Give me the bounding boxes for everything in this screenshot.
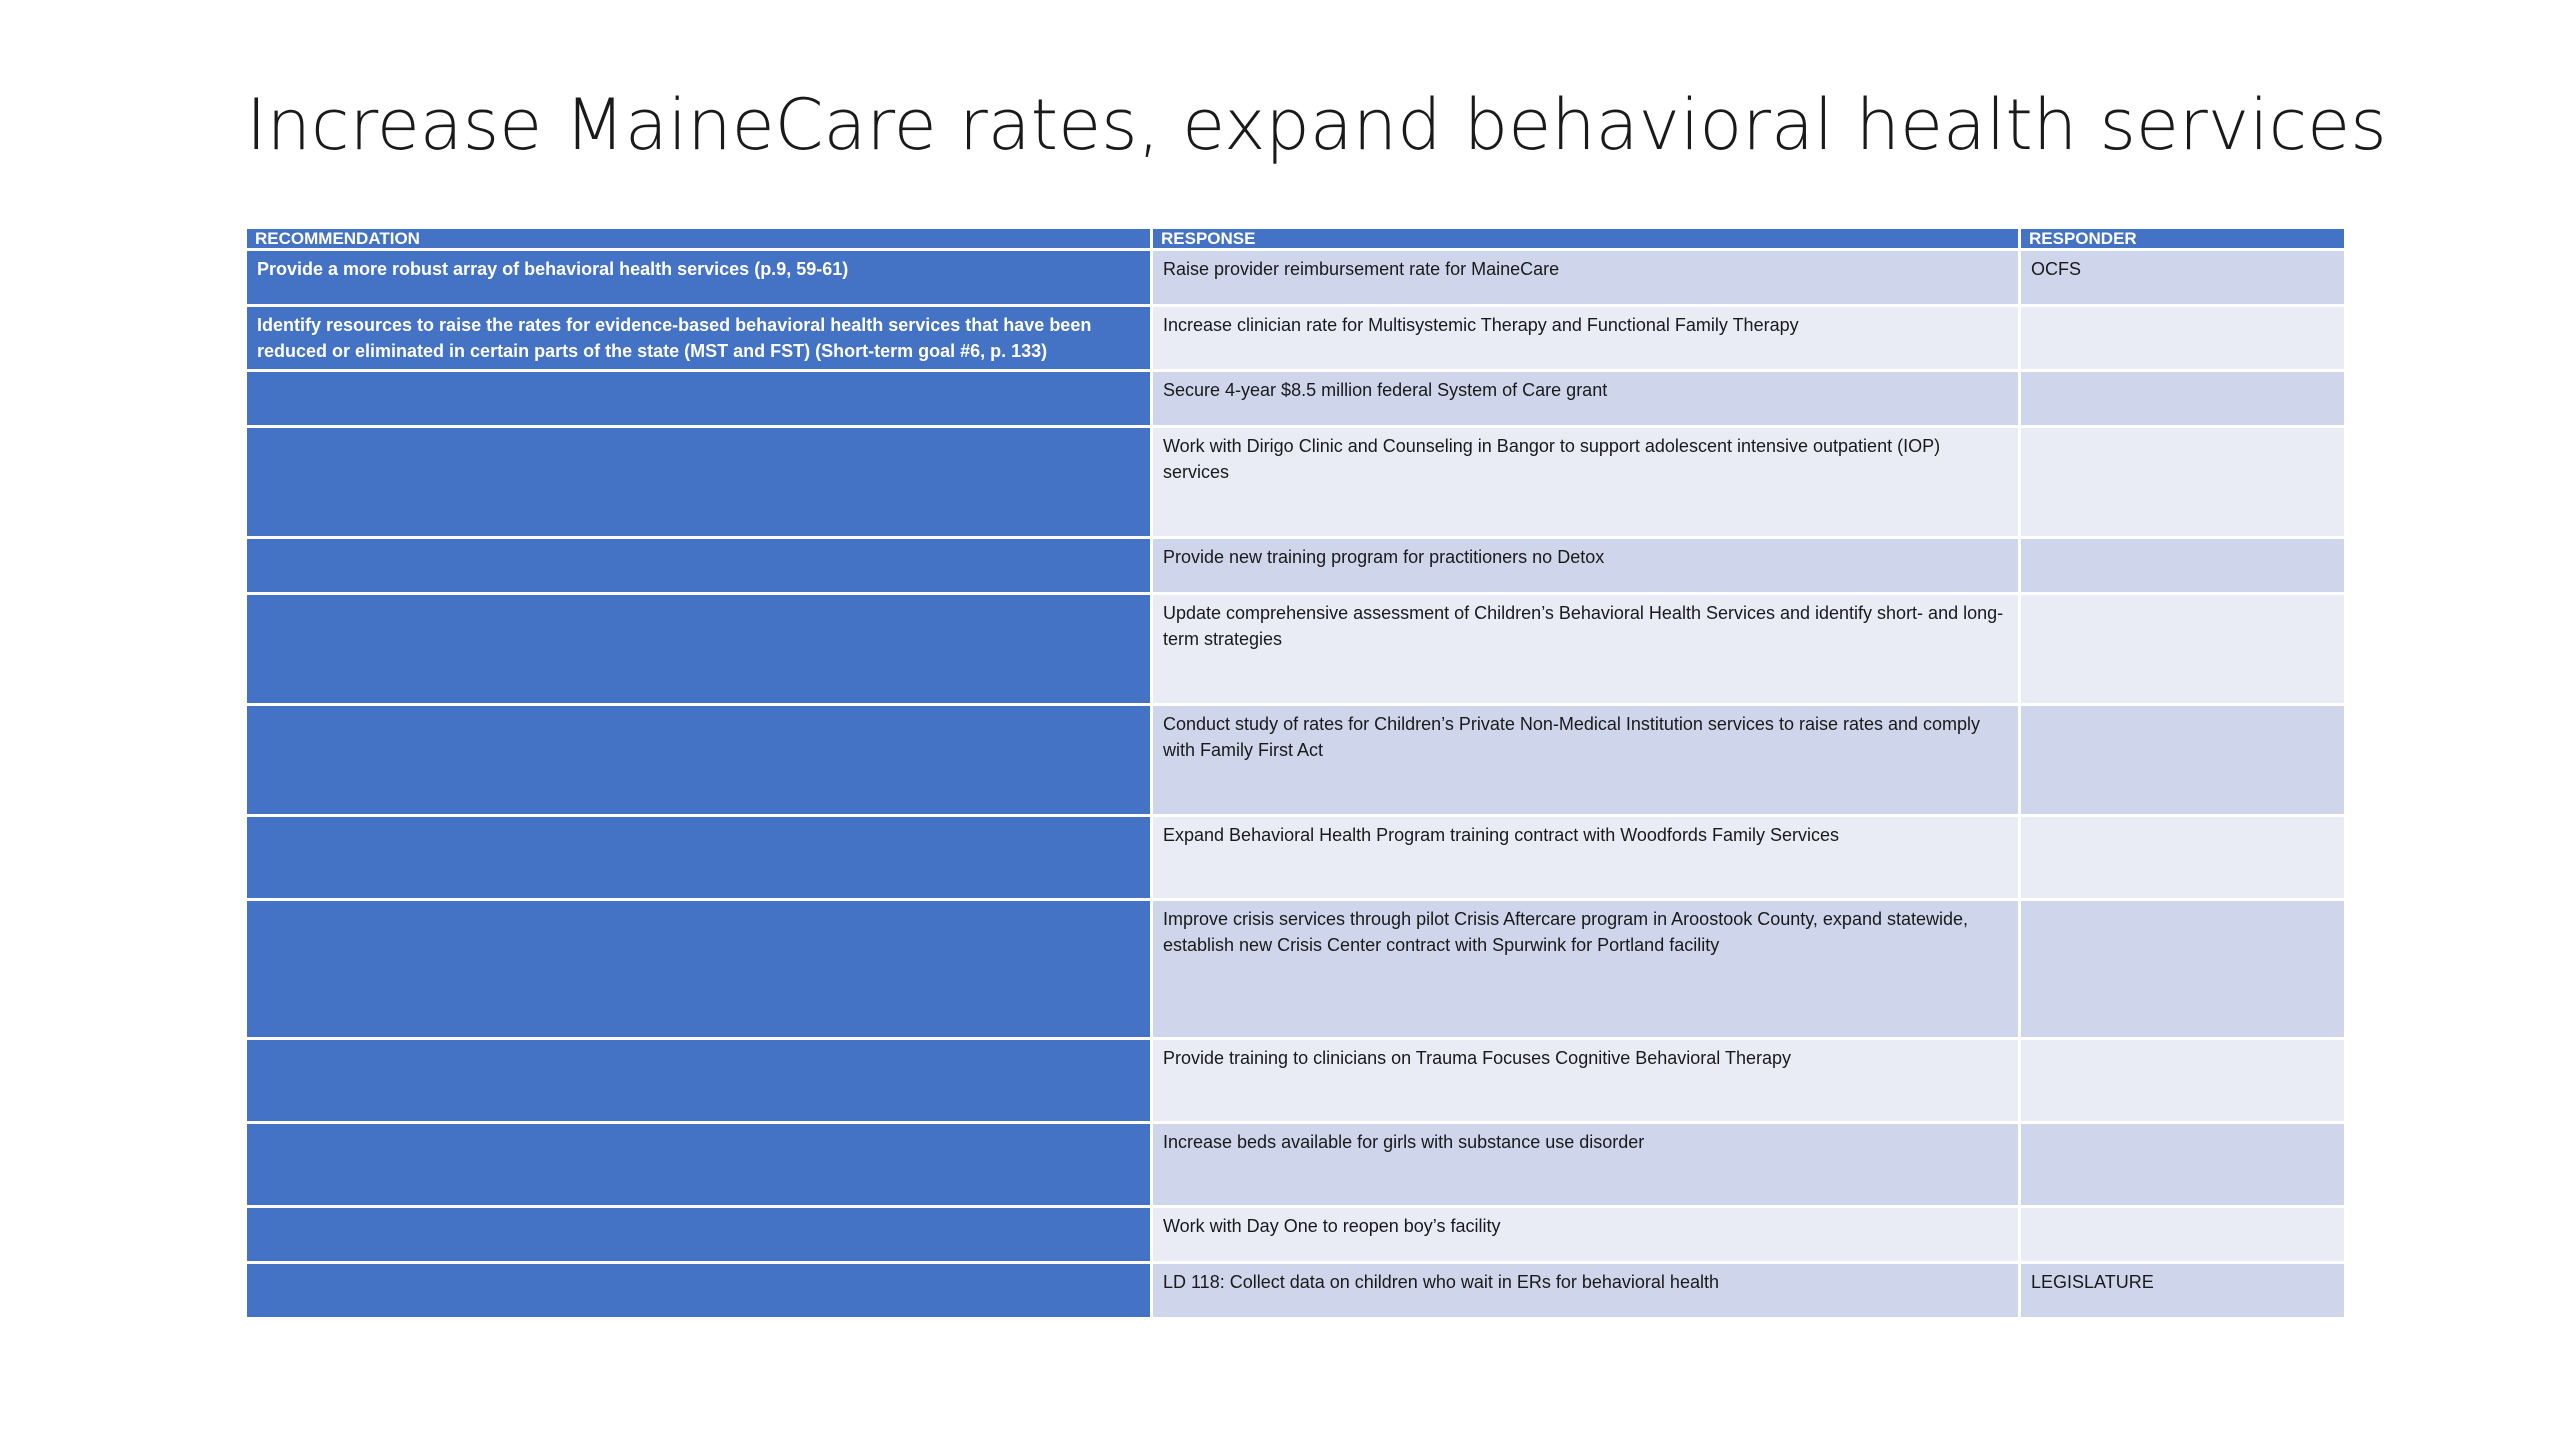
recommendation-cell — [244, 1261, 1153, 1320]
table-row: Provide a more robust array of behaviora… — [244, 248, 2347, 307]
responder-cell — [2018, 898, 2347, 1040]
table-row: Secure 4-year $8.5 million federal Syste… — [244, 369, 2347, 428]
header-recommendation: RECOMMENDATION — [244, 226, 1153, 251]
table-row: Expand Behavioral Health Program trainin… — [244, 814, 2347, 901]
responder-cell — [2018, 425, 2347, 539]
recommendation-cell: Provide a more robust array of behaviora… — [244, 248, 1153, 307]
recommendation-cell: Identify resources to raise the rates fo… — [244, 304, 1153, 372]
responder-cell — [2018, 703, 2347, 817]
response-cell: Provide new training program for practit… — [1150, 536, 2021, 595]
recommendation-cell — [244, 1037, 1153, 1124]
table-row: Provide training to clinicians on Trauma… — [244, 1037, 2347, 1124]
responder-cell — [2018, 814, 2347, 901]
recommendations-table: RECOMMENDATION RESPONSE RESPONDER Provid… — [244, 226, 2347, 1320]
response-cell: Expand Behavioral Health Program trainin… — [1150, 814, 2021, 901]
responder-cell — [2018, 1037, 2347, 1124]
table-row: Provide new training program for practit… — [244, 536, 2347, 595]
table-row: Update comprehensive assessment of Child… — [244, 592, 2347, 706]
recommendation-cell — [244, 814, 1153, 901]
response-cell: Increase beds available for girls with s… — [1150, 1121, 2021, 1208]
responder-cell — [2018, 1205, 2347, 1264]
recommendation-cell — [244, 425, 1153, 539]
responder-cell — [2018, 369, 2347, 428]
table-row: LD 118: Collect data on children who wai… — [244, 1261, 2347, 1320]
table-row: Conduct study of rates for Children’s Pr… — [244, 703, 2347, 817]
header-responder: RESPONDER — [2018, 226, 2347, 251]
header-response: RESPONSE — [1150, 226, 2021, 251]
response-cell: Update comprehensive assessment of Child… — [1150, 592, 2021, 706]
table-row: Improve crisis services through pilot Cr… — [244, 898, 2347, 1040]
response-cell: Secure 4-year $8.5 million federal Syste… — [1150, 369, 2021, 428]
response-cell: LD 118: Collect data on children who wai… — [1150, 1261, 2021, 1320]
response-cell: Increase clinician rate for Multisystemi… — [1150, 304, 2021, 372]
responder-cell — [2018, 536, 2347, 595]
response-cell: Raise provider reimbursement rate for Ma… — [1150, 248, 2021, 307]
response-cell: Provide training to clinicians on Trauma… — [1150, 1037, 2021, 1124]
responder-cell — [2018, 304, 2347, 372]
response-cell: Work with Day One to reopen boy’s facili… — [1150, 1205, 2021, 1264]
table-row: Increase beds available for girls with s… — [244, 1121, 2347, 1208]
recommendation-cell — [244, 1205, 1153, 1264]
responder-cell: OCFS — [2018, 248, 2347, 307]
recommendation-cell — [244, 703, 1153, 817]
recommendation-cell — [244, 369, 1153, 428]
responder-cell — [2018, 1121, 2347, 1208]
recommendation-cell — [244, 898, 1153, 1040]
response-cell: Improve crisis services through pilot Cr… — [1150, 898, 2021, 1040]
responder-cell: LEGISLATURE — [2018, 1261, 2347, 1320]
slide-title: Increase MaineCare rates, expand behavio… — [246, 84, 2387, 166]
response-cell: Conduct study of rates for Children’s Pr… — [1150, 703, 2021, 817]
table-header-row: RECOMMENDATION RESPONSE RESPONDER — [244, 226, 2347, 251]
recommendation-cell — [244, 536, 1153, 595]
response-cell: Work with Dirigo Clinic and Counseling i… — [1150, 425, 2021, 539]
recommendation-cell — [244, 592, 1153, 706]
table-row: Work with Dirigo Clinic and Counseling i… — [244, 425, 2347, 539]
table-row: Work with Day One to reopen boy’s facili… — [244, 1205, 2347, 1264]
responder-cell — [2018, 592, 2347, 706]
recommendation-cell — [244, 1121, 1153, 1208]
table-row: Identify resources to raise the rates fo… — [244, 304, 2347, 372]
